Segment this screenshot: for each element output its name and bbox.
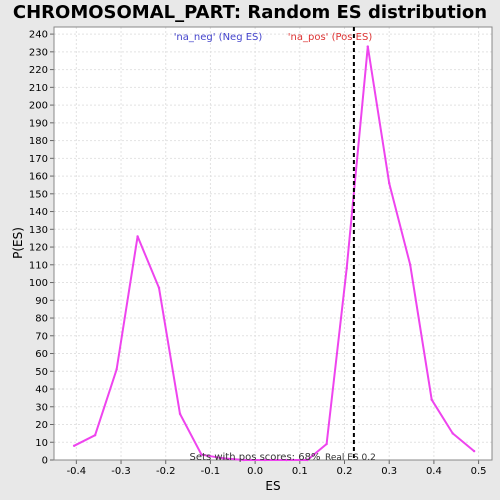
data-point bbox=[263, 458, 267, 462]
y-axis-label: P(ES) bbox=[11, 227, 25, 259]
series-line bbox=[73, 45, 475, 461]
y-tick-label: 210 bbox=[29, 83, 48, 94]
y-tick-label: 0 bbox=[42, 456, 48, 467]
y-tick-label: 30 bbox=[35, 402, 48, 413]
x-axis-label: ES bbox=[265, 479, 280, 493]
y-tick-label: 70 bbox=[35, 331, 48, 342]
y-tick-label: 10 bbox=[35, 438, 48, 449]
y-tick-label: 20 bbox=[35, 420, 48, 431]
data-point bbox=[93, 433, 97, 437]
y-tick-label: 220 bbox=[29, 65, 48, 76]
grid-layer bbox=[54, 27, 492, 461]
data-point bbox=[157, 286, 161, 290]
data-point bbox=[285, 458, 288, 462]
x-tick-label: 0.1 bbox=[292, 466, 308, 477]
y-tick-label: 150 bbox=[29, 189, 48, 200]
y-tick-label: 130 bbox=[29, 225, 48, 236]
x-tick-label: -0.2 bbox=[156, 466, 176, 477]
data-point bbox=[115, 368, 118, 371]
y-tick-label: 200 bbox=[29, 101, 48, 112]
legend-neg: 'na_neg' (Neg ES) bbox=[174, 32, 263, 43]
y-tick-label: 110 bbox=[29, 260, 48, 271]
x-tick-label: 0.2 bbox=[337, 466, 353, 477]
y-tick-label: 40 bbox=[35, 385, 48, 396]
data-point bbox=[388, 181, 391, 185]
label-layer: CHROMOSOMAL_PART: Random ES distribution… bbox=[11, 2, 487, 493]
data-point bbox=[242, 458, 246, 462]
x-tick-label: 0.5 bbox=[471, 466, 487, 477]
series-layer bbox=[72, 27, 476, 462]
data-point bbox=[451, 432, 454, 435]
real-es-note: Real ES 0.2 bbox=[325, 453, 376, 463]
x-tick-label: 0.3 bbox=[381, 466, 397, 477]
data-point bbox=[430, 398, 433, 401]
data-point bbox=[72, 444, 76, 448]
data-point bbox=[472, 449, 476, 453]
plot-area bbox=[54, 27, 492, 460]
y-tick-label: 180 bbox=[29, 136, 48, 147]
y-tick-label: 50 bbox=[35, 367, 48, 378]
y-tick-label: 100 bbox=[29, 278, 48, 289]
y-tick-label: 190 bbox=[29, 118, 48, 129]
data-point bbox=[325, 442, 328, 446]
data-point bbox=[178, 412, 182, 416]
y-tick-label: 140 bbox=[29, 207, 48, 218]
x-tick-label: -0.4 bbox=[67, 466, 87, 477]
data-point bbox=[200, 453, 203, 456]
data-point bbox=[366, 45, 369, 48]
data-point bbox=[306, 458, 309, 462]
data-point bbox=[136, 235, 139, 238]
legend-pos: 'na_pos' (Pos ES) bbox=[288, 32, 373, 43]
y-tick-label: 90 bbox=[35, 296, 48, 307]
x-tick-label: 0.0 bbox=[247, 466, 263, 477]
y-tick-label: 160 bbox=[29, 172, 48, 183]
chart-title: CHROMOSOMAL_PART: Random ES distribution bbox=[13, 2, 487, 23]
data-point bbox=[345, 267, 348, 270]
pos-scores-note: Sets with pos scores: 68% bbox=[190, 452, 321, 463]
data-point bbox=[409, 263, 412, 266]
y-tick-label: 170 bbox=[29, 154, 48, 165]
x-tick-label: -0.3 bbox=[111, 466, 131, 477]
y-tick-label: 240 bbox=[29, 30, 48, 41]
y-tick-label: 120 bbox=[29, 243, 48, 254]
data-point bbox=[221, 457, 224, 460]
x-tick-label: 0.4 bbox=[426, 466, 442, 477]
x-tick-label: -0.1 bbox=[201, 466, 221, 477]
y-tick-label: 230 bbox=[29, 47, 48, 58]
y-tick-label: 80 bbox=[35, 314, 48, 325]
y-tick-label: 60 bbox=[35, 349, 48, 360]
